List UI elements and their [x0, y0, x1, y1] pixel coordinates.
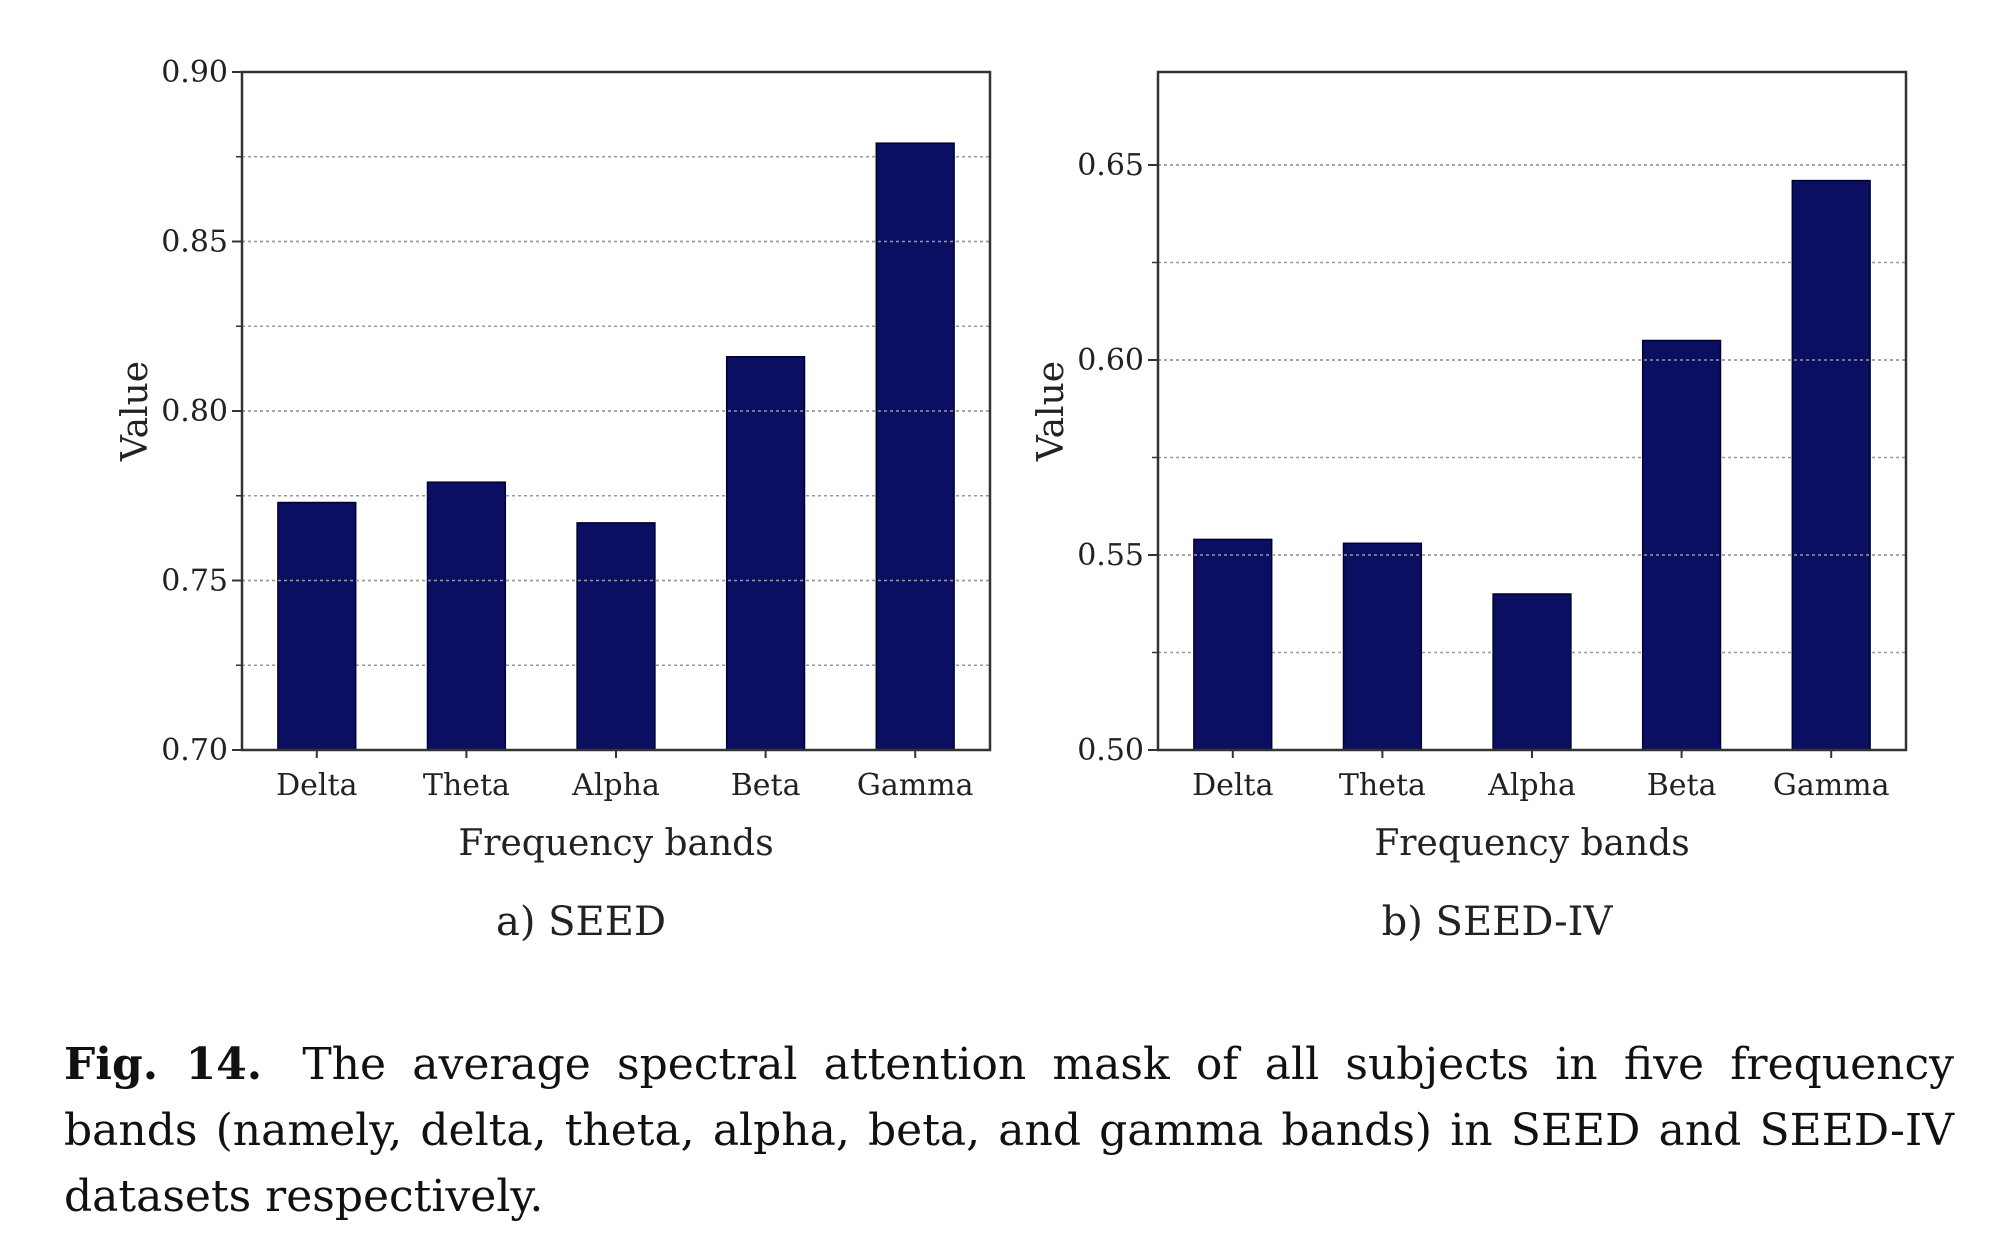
bar-theta — [426, 481, 507, 751]
x-tick-label: Beta — [731, 768, 801, 803]
x-tick-label: Delta — [276, 768, 357, 803]
x-axis-label: Frequency bands — [1374, 823, 1689, 864]
bar-gamma — [1791, 179, 1871, 751]
bar-beta — [1641, 339, 1722, 751]
bar-gamma — [875, 142, 955, 751]
chart-seed: Delta Theta Alpha Beta Gamma 0.70 0.75 0.80 0.85… — [115, 55, 992, 945]
bar-beta — [725, 356, 806, 751]
bar-theta — [1342, 542, 1423, 751]
x-tick-label: Theta — [423, 768, 510, 803]
y-tick-label: 0.50 — [1077, 733, 1144, 768]
figure-caption: Fig. 14. The average spectral attention … — [64, 1032, 1954, 1230]
chart-seed-iv: Delta Theta Alpha Beta Gamma 0.50 0.55 0.60 0.65… — [1031, 70, 1908, 945]
y-tick-label: 0.55 — [1077, 538, 1144, 573]
x-tick-label: Gamma — [1773, 768, 1890, 803]
x-tick-label: Beta — [1647, 768, 1717, 803]
y-tick-label: 0.75 — [161, 564, 228, 599]
y-tick-label: 0.90 — [161, 55, 228, 90]
panel-caption: b) SEED-IV — [1382, 899, 1614, 945]
plot-frame — [1156, 70, 1908, 752]
bar-alpha — [1492, 593, 1572, 751]
y-tick-label: 0.70 — [161, 733, 228, 768]
y-axis-label: Value — [1031, 361, 1072, 462]
x-axis-label: Frequency bands — [458, 823, 773, 864]
bar-alpha — [576, 522, 656, 751]
bar-delta — [277, 501, 357, 751]
y-tick-label: 0.85 — [161, 225, 228, 260]
x-tick-label: Delta — [1192, 768, 1273, 803]
y-tick-label: 0.60 — [1077, 343, 1144, 378]
y-tick-label: 0.80 — [161, 394, 228, 429]
figure-label: Fig. 14. — [64, 1039, 263, 1090]
x-tick-label: Theta — [1339, 768, 1426, 803]
y-axis-label: Value — [115, 361, 156, 462]
figure-caption-text: The average spectral attention mask of a… — [64, 1039, 1954, 1222]
panel-caption: a) SEED — [496, 899, 666, 945]
x-tick-label: Alpha — [571, 768, 660, 803]
bar-delta — [1193, 538, 1273, 751]
y-tick-label: 0.65 — [1077, 148, 1144, 183]
x-tick-label: Alpha — [1487, 768, 1576, 803]
plot-frame — [240, 70, 992, 752]
x-tick-label: Gamma — [857, 768, 974, 803]
